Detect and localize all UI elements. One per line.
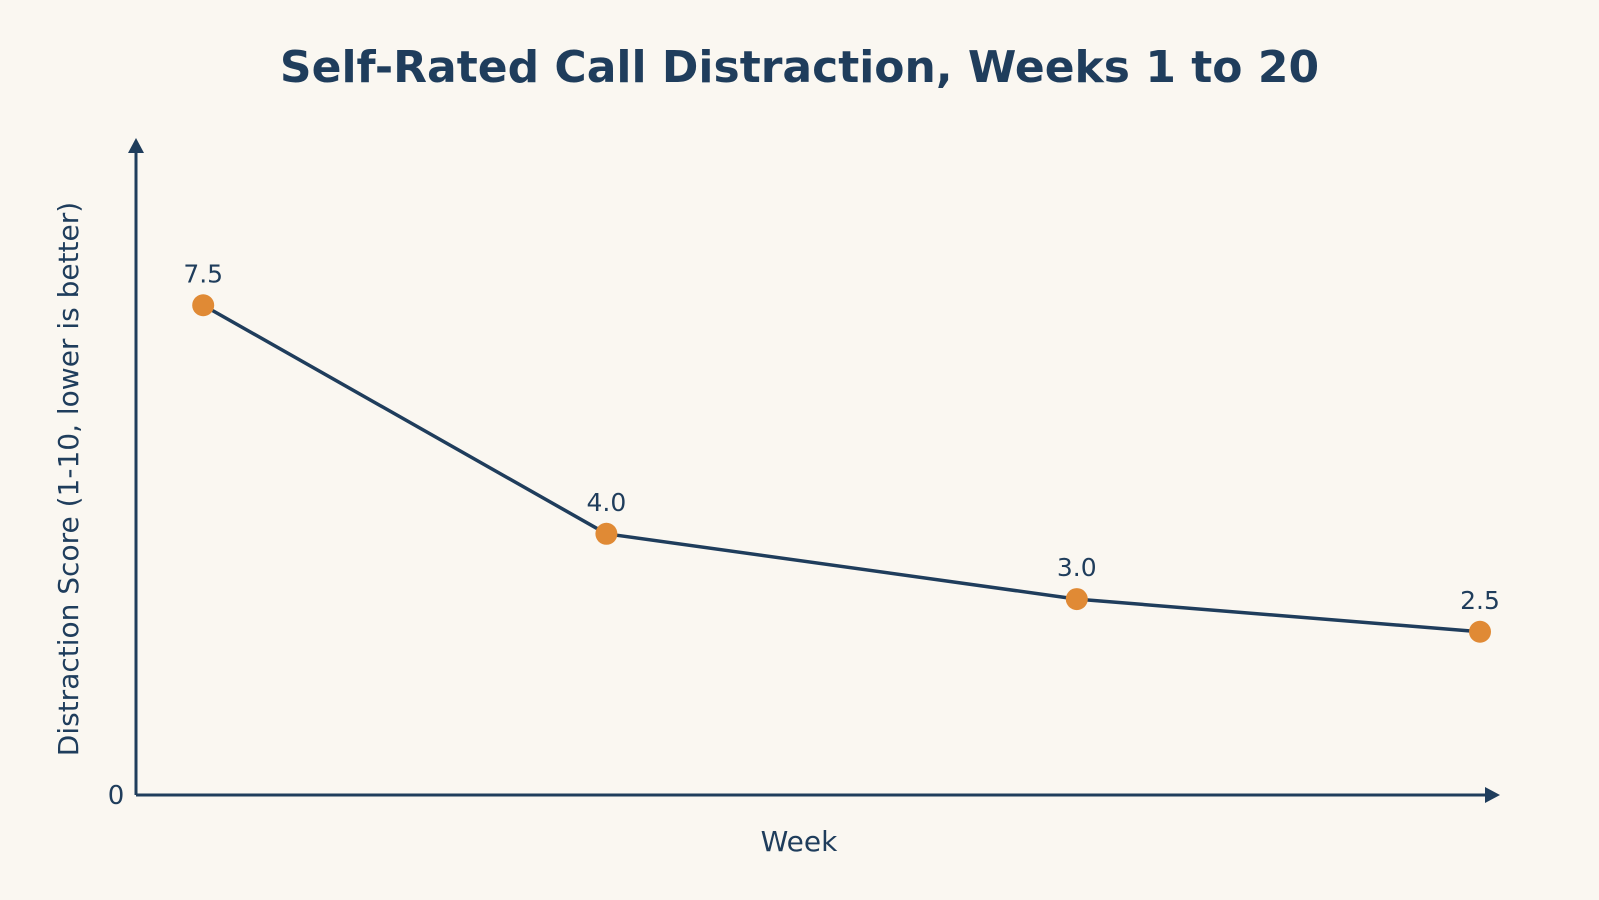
series-line [202,303,1481,634]
y-tick-label: 0 [108,781,125,811]
chart-title: Self-Rated Call Distraction, Weeks 1 to … [280,42,1319,93]
data-point [595,522,618,545]
axes [128,138,1500,803]
series-layer: 7.5 4.0 3.0 2.5 [183,259,1500,643]
data-label: 3.0 [1057,553,1097,582]
data-point [1469,620,1491,643]
data-label: 7.5 [183,259,223,288]
x-axis-arrow [1485,787,1500,803]
data-point [1065,588,1088,611]
y-axis-label: Distraction Score (1-10, lower is better… [52,202,85,756]
data-label: 2.5 [1460,586,1500,615]
data-point [192,294,215,317]
x-axis-label: Week [761,825,838,858]
data-label: 4.0 [587,488,627,517]
y-axis-arrow [128,138,144,153]
